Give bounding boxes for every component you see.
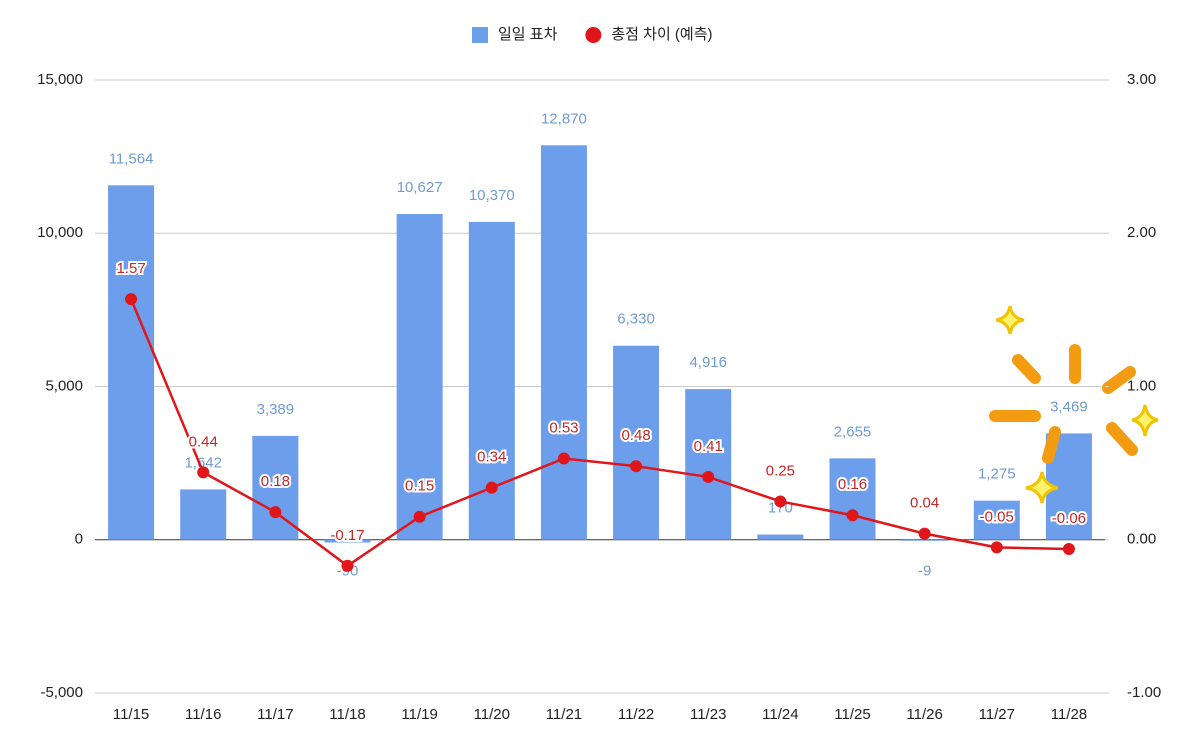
point: [846, 509, 859, 522]
x-tick-label: 11/21: [546, 706, 582, 723]
point-value-label: 0.04: [910, 495, 939, 512]
bar: [613, 345, 660, 540]
line: [129, 298, 1069, 568]
bar: [685, 389, 732, 540]
bar-value-label: -9: [918, 563, 931, 580]
point-value-label: 0.15: [405, 478, 434, 495]
bar: [973, 500, 1020, 540]
y-tick-label: 0: [75, 531, 83, 548]
x-tick-label: 11/27: [979, 706, 1015, 723]
point: [990, 541, 1003, 554]
bar: [901, 539, 948, 541]
x-tick-label: 11/20: [474, 706, 510, 723]
x-tick-label: 11/25: [834, 706, 870, 723]
point-value-label: -0.17: [330, 527, 364, 544]
legend-label: 총점 차이 (예측): [611, 26, 712, 43]
x-tick-label: 11/28: [1051, 706, 1087, 723]
point: [413, 510, 426, 523]
bar: [324, 539, 371, 543]
x-tick-label: 11/17: [257, 706, 293, 723]
bar-value-label: 6,330: [617, 311, 655, 328]
point: [1062, 542, 1075, 555]
legend-swatch: [585, 27, 602, 43]
point: [774, 495, 787, 508]
bar-value-label: 2,655: [834, 423, 872, 440]
bar-value-label: 3,469: [1050, 398, 1088, 415]
x-tick-label: 11/26: [906, 706, 942, 723]
y-tick-label: 10,000: [37, 224, 83, 241]
point-value-label: 0.48: [621, 427, 650, 444]
bar: [108, 185, 155, 540]
bar-value-label: 10,370: [469, 187, 515, 204]
point-value-label: 0.53: [549, 419, 578, 436]
x-tick-label: 11/16: [185, 706, 221, 723]
point-value-label: 0.25: [766, 462, 795, 479]
y-tick-label: 15,000: [37, 71, 83, 88]
legend-swatch: [472, 27, 488, 43]
bar: [180, 489, 227, 540]
y2-tick-label: -1.00: [1127, 684, 1161, 701]
bar-value-label: 10,627: [397, 179, 443, 196]
x-tick-label: 11/24: [762, 706, 798, 723]
bar-value-label: 4,916: [689, 354, 727, 371]
point: [702, 470, 715, 483]
point-value-label: -0.05: [980, 508, 1014, 525]
y2-tick-label: 1.00: [1127, 377, 1156, 394]
bar-value-label: 1,642: [184, 454, 222, 471]
x-tick-label: 11/15: [113, 706, 149, 723]
point: [557, 452, 570, 465]
y2-tick-label: 3.00: [1127, 71, 1156, 88]
x-tick-label: 11/18: [329, 706, 365, 723]
point-value-label: 0.41: [694, 438, 723, 455]
point: [341, 559, 354, 572]
bar: [396, 214, 443, 540]
x-tick-label: 11/22: [618, 706, 654, 723]
point-value-label: 1.57: [116, 260, 145, 277]
x-tick-label: 11/23: [690, 706, 726, 723]
point: [269, 506, 282, 519]
point-value-label: 0.44: [189, 433, 218, 450]
y-tick-label: 5,000: [45, 377, 83, 394]
bar: [829, 458, 876, 540]
decoration: [989, 305, 1159, 504]
bar-value-label: 1,275: [978, 466, 1016, 483]
bar-value-label: 3,389: [257, 401, 295, 418]
point: [485, 481, 498, 494]
point-value-label: 0.18: [261, 473, 290, 490]
point: [918, 527, 931, 540]
legend-label: 일일 표차: [498, 26, 558, 43]
point: [630, 460, 643, 473]
point-value-label: 0.16: [838, 476, 867, 493]
y-tick-label: -5,000: [40, 684, 83, 701]
y2-tick-label: 0.00: [1127, 531, 1156, 548]
bar: [540, 145, 587, 540]
point-value-label: -0.06: [1052, 510, 1086, 527]
y2-tick-label: 2.00: [1127, 224, 1156, 241]
point-value-label: 0.34: [477, 449, 506, 466]
x-tick-label: 11/19: [401, 706, 437, 723]
point: [125, 293, 138, 306]
bar-value-label: 12,870: [541, 110, 587, 127]
point: [197, 466, 210, 479]
bar: [757, 534, 804, 540]
bar-value-label: 11,564: [109, 150, 154, 167]
